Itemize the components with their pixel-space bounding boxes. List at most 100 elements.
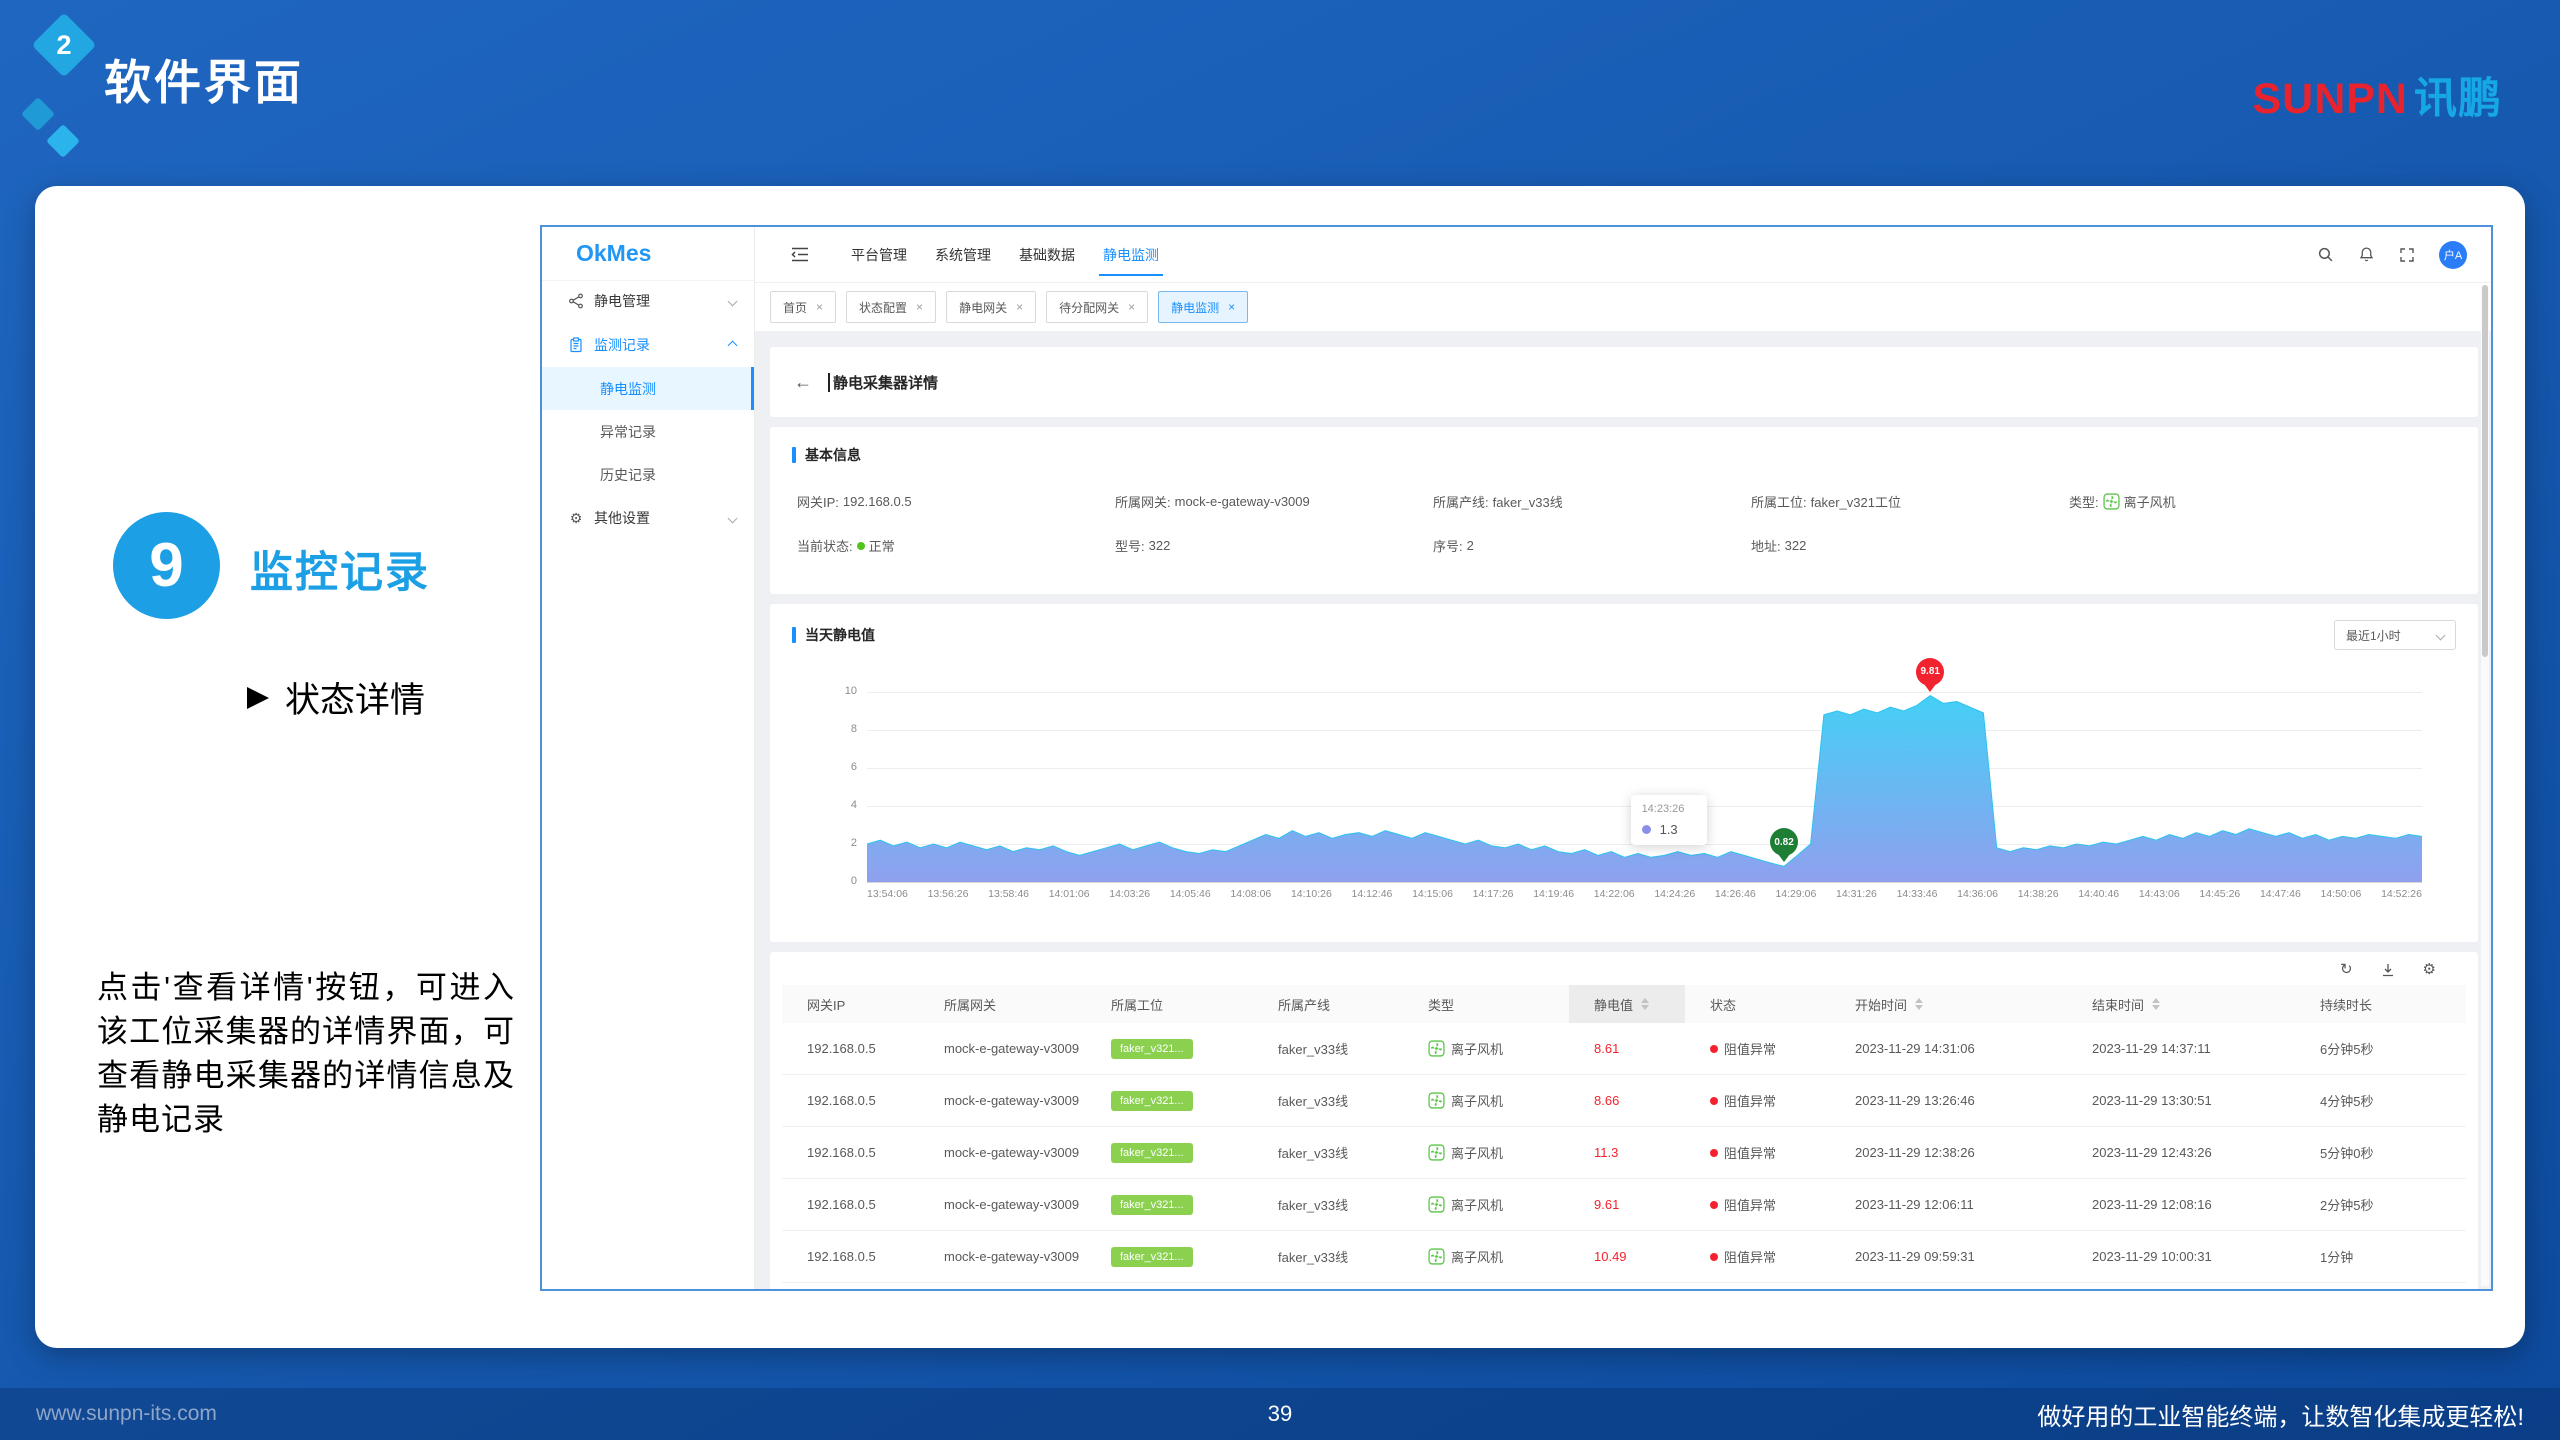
cell-line: faker_v33线: [1278, 1198, 1349, 1213]
cell-line: faker_v33线: [1278, 1094, 1349, 1109]
refresh-icon[interactable]: ↻: [2339, 961, 2353, 978]
table-row: 192.168.0.5 mock-e-gateway-v3009 faker_v32…: [782, 1179, 2466, 1231]
cell-gateway: mock-e-gateway-v3009: [944, 1249, 1080, 1264]
cell-gateway-ip: 192.168.0.5: [807, 1041, 876, 1056]
close-tab-icon[interactable]: ×: [916, 300, 924, 314]
cell-station: faker_v321...: [1086, 1090, 1253, 1111]
field-value: 正常: [868, 539, 895, 554]
sidebar-subitem-static-monitor[interactable]: 静电监测: [542, 367, 754, 410]
y-tick-label: 10: [844, 685, 857, 697]
cell-status: 阻值异常: [1685, 1143, 1830, 1162]
clipboard-icon: [570, 337, 582, 353]
tab[interactable]: 静电网关 ×: [946, 291, 1037, 323]
search-icon[interactable]: [2317, 246, 2334, 263]
cell-duration: 4分钟5秒: [2320, 1094, 2374, 1109]
sidebar-item-static-management[interactable]: 静电管理: [542, 279, 754, 323]
bell-icon[interactable]: [2358, 246, 2375, 263]
export-icon[interactable]: [2381, 963, 2395, 977]
sort-down-caret: [1915, 1005, 1924, 1010]
nav-item-3[interactable]: 基础数据: [1019, 246, 1075, 263]
scrollbar-thumb[interactable]: [2482, 285, 2488, 657]
y-tick-label: 0: [850, 875, 857, 887]
column-header[interactable]: 静电值: [1569, 985, 1685, 1023]
cell-static-value: 8.61: [1594, 1041, 1620, 1056]
x-tick-label: 14:40:46: [2078, 888, 2120, 900]
cell-static-value: 10.49: [1594, 1249, 1627, 1264]
back-arrow-icon[interactable]: ←: [794, 371, 812, 392]
column-settings-icon[interactable]: ⚙: [2422, 961, 2436, 978]
close-tab-icon[interactable]: ×: [1228, 300, 1236, 314]
column-header: 状态: [1685, 995, 1830, 1014]
chart-header: 当天静电值 最近1小时: [770, 604, 2478, 650]
tab[interactable]: 待分配网关 ×: [1046, 291, 1149, 323]
share-icon: [569, 293, 583, 309]
chevron-down-icon: [727, 513, 738, 523]
nav-item-1[interactable]: 平台管理: [851, 246, 907, 263]
column-header-label: 开始时间: [1855, 997, 1908, 1013]
cell-type: 离子风机: [1403, 1091, 1569, 1110]
cell-gateway: mock-e-gateway-v3009: [944, 1145, 1080, 1160]
column-header-label: 持续时长: [2320, 997, 2373, 1013]
nav-item-4[interactable]: 静电监测: [1099, 227, 1163, 283]
cell-station: faker_v321...: [1086, 1194, 1253, 1215]
column-header-label: 静电值: [1594, 997, 1634, 1013]
table-row: 192.168.0.5 mock-e-gateway-v3009 faker_v32…: [782, 1231, 2466, 1283]
page-header-panel: ← 静电采集器详情: [770, 347, 2478, 417]
chevron-up-icon: [727, 340, 738, 350]
field-value: mock-e-gateway-v3009: [1174, 494, 1310, 509]
sort-down-caret: [1641, 1005, 1650, 1010]
tab[interactable]: 静电监测 ×: [1158, 291, 1249, 323]
column-header-label: 结束时间: [2092, 997, 2145, 1013]
tab[interactable]: 状态配置 ×: [846, 291, 937, 323]
content-card: 9 监控记录 状态详情 点击'查看详情'按钮，可进入该工位采集器的详情界面，可查…: [35, 186, 2525, 1348]
decor-diamond-small-2: [46, 124, 80, 158]
records-table-panel: ↻ ⚙ 网关IP 所属网关 所属工位 所属产线 类型 静电值 状态 开始时间 结束时间 持续时长 …: [770, 952, 2478, 1289]
sidebar-item-monitor-records[interactable]: 监测记录: [542, 323, 754, 367]
column-header[interactable]: 结束时间: [2067, 995, 2295, 1014]
tab[interactable]: 首页 ×: [770, 291, 837, 323]
type-label: 离子风机: [1451, 1146, 1504, 1161]
cell-line: faker_v33线: [1278, 1250, 1349, 1265]
close-tab-icon[interactable]: ×: [816, 300, 824, 314]
cell-end-time: 2023-11-29 12:08:16: [2092, 1197, 2212, 1212]
cell-duration: 2分钟5秒: [2320, 1198, 2374, 1213]
close-tab-icon[interactable]: ×: [1016, 300, 1024, 314]
chart-panel: 当天静电值 最近1小时 0 2 4 6 8 10 9.81 0.82 14:23:26 1.3 1…: [770, 604, 2478, 942]
fullscreen-icon[interactable]: [2399, 247, 2415, 263]
x-tick-label: 14:01:06: [1048, 888, 1090, 900]
scrollbar-track[interactable]: [2481, 285, 2489, 1286]
cell-duration: 1分钟: [2320, 1250, 2354, 1265]
fan-icon: [1428, 1248, 1445, 1265]
fan-icon: [1428, 1196, 1445, 1213]
sidebar-subitem-abnormal-records[interactable]: 异常记录: [600, 423, 656, 440]
x-tick-label: 14:50:06: [2320, 888, 2362, 900]
column-header: 所属网关: [919, 995, 1086, 1014]
sidebar-item-other-settings[interactable]: ⚙ 其他设置: [542, 496, 754, 540]
column-header: 所属工位: [1086, 995, 1253, 1014]
cell-duration: 6分钟5秒: [2320, 1042, 2374, 1057]
logo-en: SUNPN: [2252, 75, 2408, 123]
sort-up-caret: [2152, 998, 2161, 1003]
top-bar: 平台管理 系统管理 基础数据 静电监测 户A: [755, 227, 2491, 283]
info-field: 序号: 2: [1433, 536, 1751, 555]
top-icons: 户A: [2317, 240, 2467, 269]
status-dot: [1710, 1252, 1718, 1261]
cell-gateway-ip: 192.168.0.5: [807, 1249, 876, 1264]
time-range-select[interactable]: 最近1小时: [2334, 620, 2456, 650]
time-range-value: 最近1小时: [2346, 628, 2401, 643]
close-tab-icon[interactable]: ×: [1128, 300, 1136, 314]
cell-status: 阻值异常: [1685, 1195, 1830, 1214]
column-header[interactable]: 开始时间: [1830, 995, 2067, 1014]
field-label: 网关IP:: [797, 495, 839, 510]
menu-fold-icon[interactable]: [791, 247, 809, 262]
avatar[interactable]: 户A: [2439, 240, 2467, 269]
website-url: www.sunpn-its.com: [36, 1402, 217, 1425]
nav-item-2[interactable]: 系统管理: [935, 246, 991, 263]
column-header: 所属产线: [1253, 995, 1403, 1014]
x-tick-label: 14:26:46: [1714, 888, 1756, 900]
sidebar-subitem-history-records[interactable]: 历史记录: [600, 466, 656, 483]
cell-type: 离子风机: [1403, 1247, 1569, 1266]
type-label: 离子风机: [1451, 1250, 1504, 1265]
fan-icon: [1428, 1144, 1445, 1161]
